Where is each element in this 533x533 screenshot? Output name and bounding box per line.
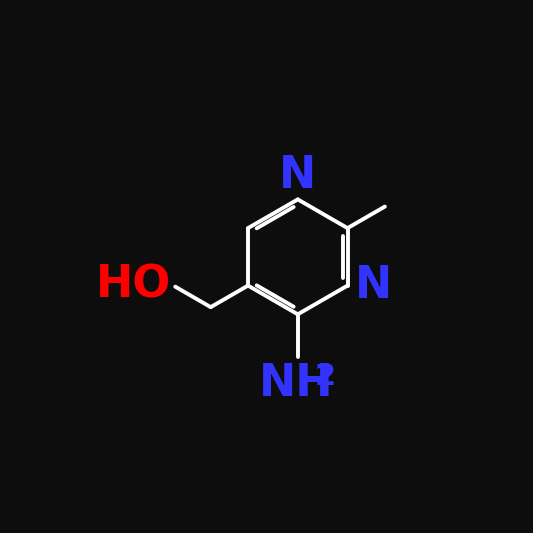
Text: 2: 2 (315, 362, 336, 391)
Text: NH: NH (259, 361, 333, 405)
Text: N: N (355, 264, 392, 307)
Text: N: N (279, 155, 317, 197)
Text: HO: HO (96, 263, 171, 306)
